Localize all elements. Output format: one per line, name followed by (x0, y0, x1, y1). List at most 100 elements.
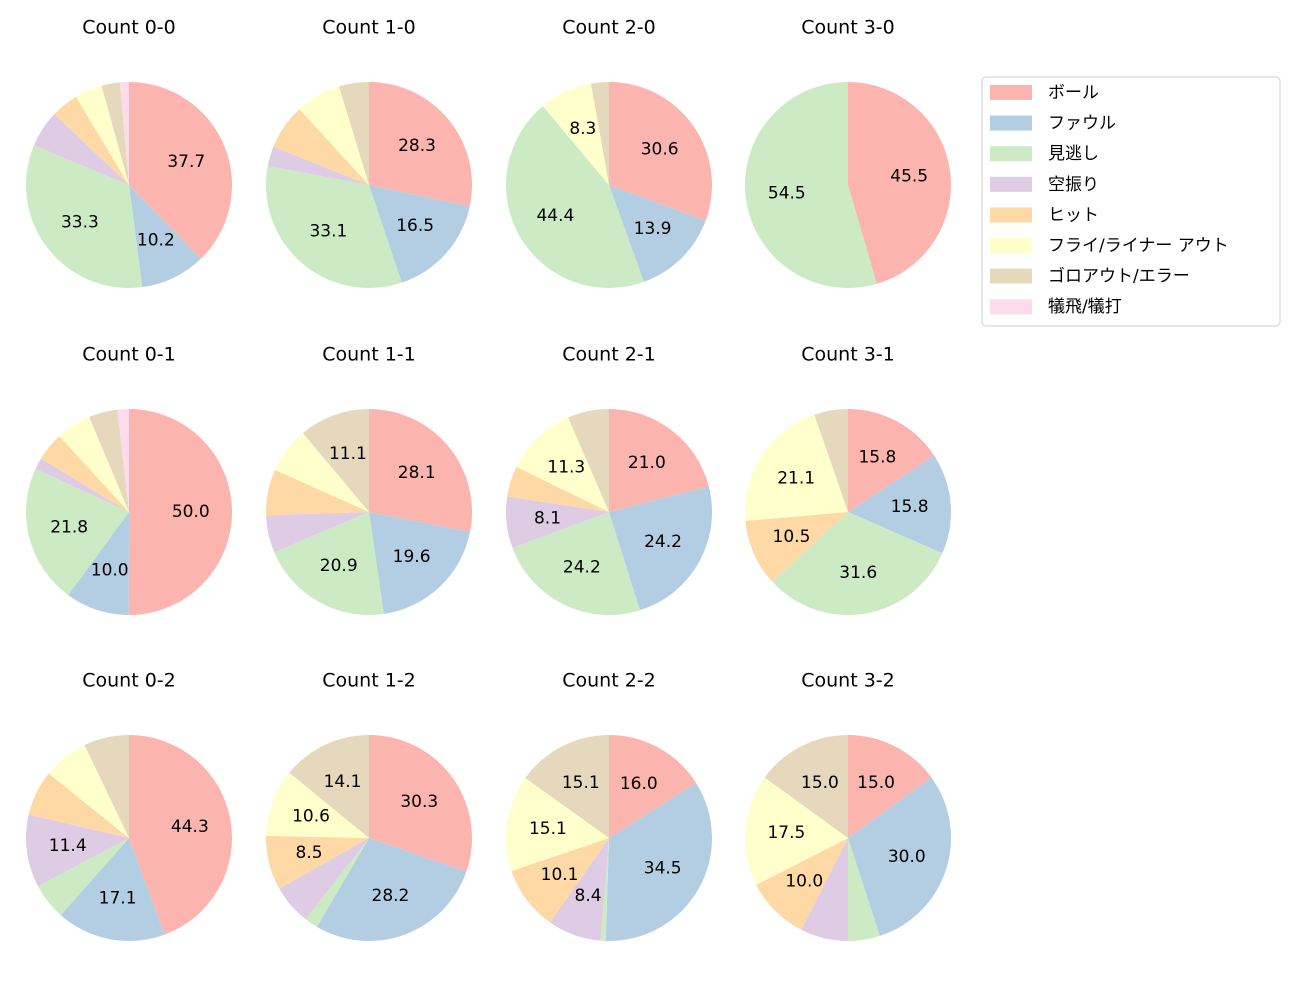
pie-slice (274, 512, 384, 615)
pie-slice (75, 85, 129, 185)
pie-slice (525, 735, 609, 838)
chart-title: Count 3-1 (801, 344, 895, 366)
pie-slice (516, 417, 609, 512)
slice-label: 15.1 (562, 773, 600, 793)
slice-label: 8.5 (296, 843, 323, 863)
pie-slice (814, 409, 848, 512)
pie-slice (609, 82, 712, 221)
chart-title: Count 0-2 (82, 670, 176, 692)
slice-label: 15.8 (891, 497, 929, 517)
chart-title: Count 1-0 (322, 17, 416, 39)
legend-label: ボール (1048, 83, 1099, 103)
pie-slice (129, 185, 201, 288)
chart-title: Count 1-1 (322, 344, 416, 366)
pie-slice (117, 409, 129, 512)
slice-label: 21.0 (628, 453, 666, 473)
pie-slice (369, 185, 470, 283)
pie-slice (266, 772, 369, 838)
pie-slice (305, 838, 369, 927)
pie-slice (369, 735, 472, 872)
pie-slice (772, 512, 943, 616)
legend-swatch (990, 268, 1032, 284)
pie-slice (848, 409, 935, 512)
pie-slice (273, 109, 369, 185)
pie-slice (279, 838, 369, 920)
pie-slice (28, 773, 130, 838)
legend-label: 見逃し (1048, 144, 1099, 164)
pie-slice (568, 409, 609, 512)
slice-label: 28.3 (398, 136, 436, 156)
slice-label: 11.1 (329, 444, 367, 464)
slice-label: 24.2 (563, 558, 601, 578)
slice-label: 10.2 (137, 231, 175, 251)
pie-slice (119, 82, 129, 185)
pie-slice (542, 83, 609, 185)
slice-label: 21.8 (50, 517, 88, 537)
chart-title: Count 3-2 (801, 670, 895, 692)
slice-label: 10.0 (91, 561, 129, 581)
slice-label: 24.2 (644, 532, 682, 552)
slice-label: 8.1 (534, 508, 561, 528)
pie-slice (266, 469, 369, 516)
pie-slice (266, 835, 369, 889)
pie-slice (265, 165, 402, 288)
pie-slice (54, 96, 130, 185)
slice-label: 14.1 (324, 772, 362, 792)
legend-swatch (990, 115, 1032, 131)
pie-slice (848, 735, 932, 838)
slice-label: 30.6 (641, 140, 679, 160)
pie-slice (600, 838, 609, 941)
legend-frame (981, 76, 1281, 327)
pie-slice (338, 82, 369, 185)
slice-label: 44.4 (536, 206, 574, 226)
slice-label: 15.1 (529, 819, 567, 839)
slice-label: 10.0 (785, 872, 823, 892)
slice-label: 11.3 (547, 457, 585, 477)
pie-slice (60, 838, 165, 941)
pie-slice (745, 512, 848, 582)
slice-label: 17.5 (767, 823, 805, 843)
slice-label: 21.1 (777, 468, 815, 488)
legend-label: 犠飛/犠打 (1048, 297, 1122, 317)
slice-label: 10.1 (541, 865, 579, 885)
slice-label: 15.8 (858, 448, 896, 468)
pie-slice (369, 512, 471, 614)
slice-label: 30.0 (888, 847, 926, 867)
pie-slice (506, 496, 609, 548)
pie-slice (129, 82, 232, 259)
pie-slice (848, 777, 951, 936)
pie-slice (101, 82, 129, 185)
chart-title: Count 0-0 (82, 17, 176, 39)
chart-title: Count 2-1 (562, 344, 656, 366)
slice-label: 8.3 (569, 119, 596, 139)
chart-title: Count 0-1 (82, 344, 176, 366)
slice-label: 19.6 (393, 547, 431, 567)
pie-slice (506, 777, 609, 872)
slice-label: 28.1 (398, 463, 436, 483)
slice-label: 30.3 (400, 792, 438, 812)
legend-label: 空振り (1048, 175, 1099, 195)
slice-label: 10.5 (773, 527, 811, 547)
legend-swatch (990, 146, 1032, 162)
pie-slice (302, 409, 369, 512)
pie-slice (89, 409, 129, 512)
pie-slice (590, 82, 609, 185)
pie-slice (369, 409, 473, 532)
pie-slice (605, 782, 712, 941)
pie-slice (848, 455, 951, 554)
pie-slice (35, 458, 130, 512)
chart-title: Count 1-2 (322, 670, 416, 692)
pie-slice (68, 512, 129, 615)
legend-label: ヒット (1048, 205, 1099, 225)
pie-slice (274, 433, 369, 512)
pie-slice (369, 82, 472, 207)
legend-label: ファウル (1048, 114, 1116, 134)
slice-label: 20.9 (320, 556, 358, 576)
slice-label: 54.5 (768, 184, 806, 204)
pie-slice (764, 735, 848, 838)
pie-slice (756, 838, 848, 930)
chart-title: Count 2-0 (562, 17, 656, 39)
pie-slice (745, 82, 877, 288)
